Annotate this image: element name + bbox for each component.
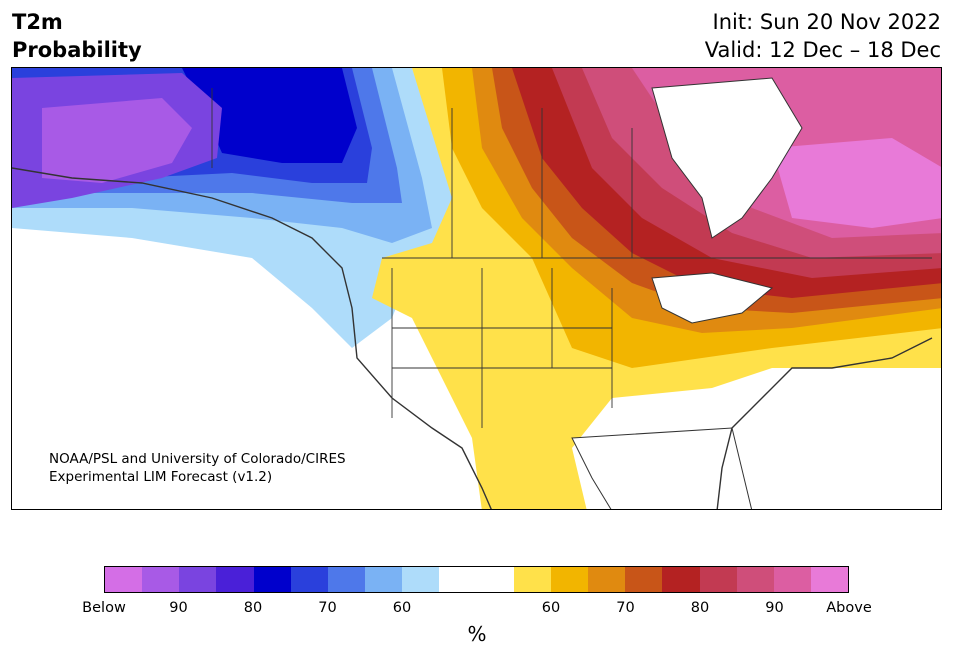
colorbar-tick-label: 70 (318, 600, 337, 616)
colorbar-cell (142, 567, 180, 592)
colorbar-cell (550, 567, 589, 592)
variable-label: T2m (12, 10, 63, 34)
colorbar-cell (736, 567, 774, 592)
shade-below-95 (182, 68, 357, 163)
colorbar-cell (253, 567, 291, 592)
colorbar-tick-label: 80 (690, 600, 710, 616)
colorbar-cell (773, 567, 811, 592)
colorbar-tick-label: 90 (169, 600, 188, 616)
colorbar-cell (662, 567, 700, 592)
colorbar-unit: % (467, 622, 487, 646)
product-label: Probability (12, 38, 142, 62)
political-borders (211, 88, 932, 428)
colorbar-cell (327, 567, 366, 592)
colorbar-cell (699, 567, 737, 592)
colorbar-cell (402, 567, 440, 592)
probability-map (11, 67, 942, 510)
colorbar-cell (105, 567, 143, 592)
forecast-dates: Init: Sun 20 Nov 2022 Valid: 12 Dec – 18… (705, 8, 941, 64)
gulf-of-mexico (571, 427, 753, 509)
colorbar-cell (810, 567, 849, 592)
colorbar-cell (625, 567, 663, 592)
colorbar-cell (513, 567, 551, 592)
init-date: Init: Sun 20 Nov 2022 (712, 10, 941, 34)
colorbar-cell (476, 567, 514, 592)
colorbar-tick-label: 80 (243, 600, 263, 616)
great-lakes (651, 272, 774, 324)
credit-line-2: Experimental LIM Forecast (v1.2) (49, 469, 273, 485)
colorbar-tick-label: Below (82, 600, 126, 616)
colorbar-cell (290, 567, 328, 592)
colorbar-tick-label: 60 (392, 600, 412, 616)
colorbar-tick-label: 60 (541, 600, 561, 616)
valid-date: Valid: 12 Dec – 18 Dec (704, 38, 941, 62)
colorbar-tick-label: Above (826, 600, 872, 616)
colorbar-cell (216, 567, 254, 592)
colorbar (104, 566, 849, 593)
colorbar-tick-label: 90 (765, 600, 784, 616)
map-canvas (12, 68, 941, 509)
shade-above-99 (772, 138, 941, 228)
data-credit: NOAA/PSL and University of Colorado/CIRE… (49, 450, 346, 486)
colorbar-cell (588, 567, 626, 592)
colorbar-cell (179, 567, 217, 592)
credit-line-1: NOAA/PSL and University of Colorado/CIRE… (49, 451, 346, 467)
colorbar-tick-label: 70 (616, 600, 635, 616)
colorbar-cell (365, 567, 403, 592)
colorbar-cell (439, 567, 477, 592)
shade-below-99 (42, 98, 192, 183)
coastlines (12, 167, 933, 509)
map-title: T2m Probability (12, 8, 142, 64)
hudson-bay (651, 77, 803, 239)
